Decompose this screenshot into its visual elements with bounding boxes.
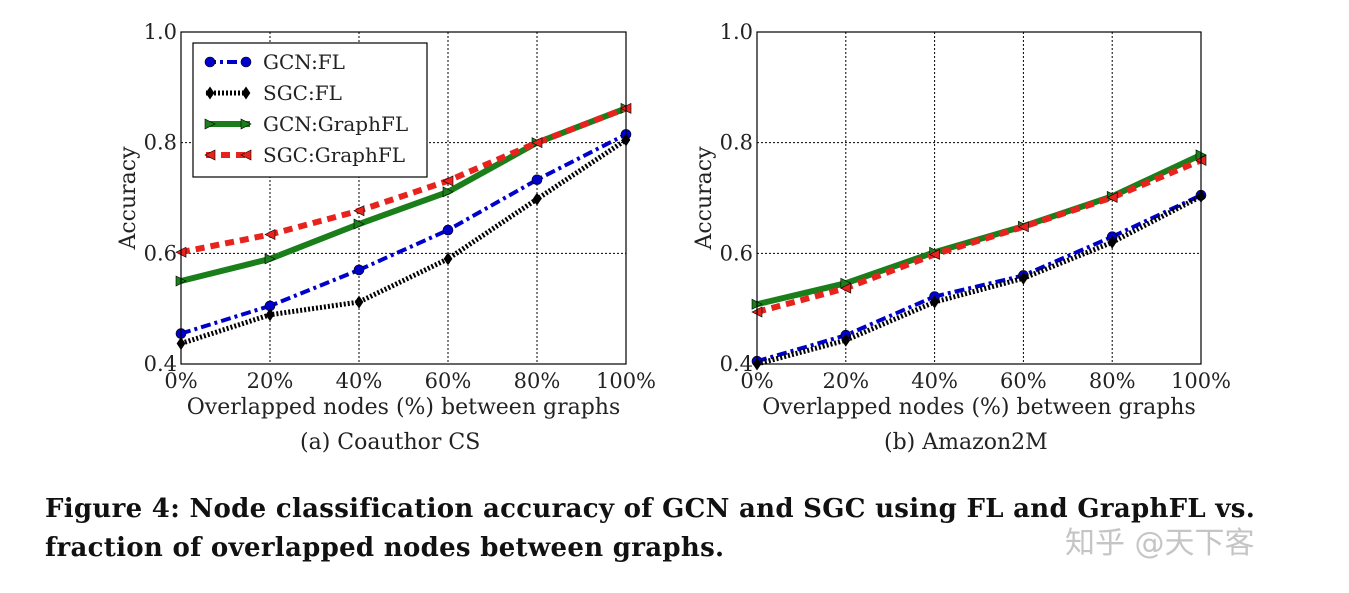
data-point (442, 186, 454, 198)
data-point (531, 174, 543, 186)
x-tick-label: 0% (740, 369, 773, 393)
series-gcn-fl (175, 129, 632, 339)
data-point (442, 175, 454, 187)
x-tick-label: 60% (425, 369, 472, 393)
y-axis-label: Accuracy (692, 146, 717, 251)
data-point (354, 295, 364, 309)
data-point (841, 333, 851, 347)
x-tick-label: 100% (1171, 369, 1231, 393)
y-axis-label: Accuracy (116, 146, 141, 251)
legend-marker (205, 86, 215, 100)
data-point (840, 282, 852, 294)
legend-marker (241, 86, 251, 100)
data-point (1019, 271, 1028, 285)
plot-frame (180, 31, 627, 365)
series-line (180, 132, 627, 336)
y-tick-label: 0.6 (144, 241, 177, 265)
legend-marker (204, 118, 216, 130)
data-point (264, 253, 276, 265)
y-tick-label: 1.0 (144, 20, 177, 44)
x-tick-label: 40% (911, 369, 958, 393)
x-tick-label: 0% (164, 369, 197, 393)
figure-caption: Figure 4: Node classification accuracy o… (45, 494, 1256, 563)
data-point (265, 308, 275, 322)
legend-marker (204, 56, 216, 68)
y-tick-label: 0.8 (720, 131, 753, 155)
data-point (264, 229, 276, 241)
series-line (180, 137, 628, 346)
y-tick-label: 1.0 (720, 20, 753, 44)
series-gcn-fl (751, 189, 1207, 367)
x-axis-label: Overlapped nodes (%) between graphs (762, 395, 1196, 420)
data-point (353, 205, 365, 217)
legend-marker (240, 56, 252, 68)
y-tick-label: 0.8 (144, 131, 177, 155)
x-tick-label: 40% (336, 369, 383, 393)
y-tick-label: 0.4 (144, 352, 177, 376)
data-point (442, 224, 454, 236)
series-line (756, 193, 1202, 364)
legend: GCN:FL SGC:FL GCN:GraphFL SGC:GraphFL (192, 42, 428, 178)
x-tick-label: 80% (1089, 369, 1136, 393)
series-sgc-fl (752, 189, 1206, 371)
legend-marker (240, 149, 252, 161)
data-point (1106, 191, 1118, 203)
series-sgc-fl (176, 133, 631, 351)
legend-label: GCN:FL (263, 50, 345, 74)
data-point (532, 192, 542, 206)
subplot-b-caption: (b) Amazon2M (884, 430, 1048, 455)
data-point (353, 264, 365, 276)
legend-marker (240, 118, 252, 130)
series-line (756, 194, 1203, 367)
legend-box (192, 42, 428, 178)
subplot-a: 0% 20% 40% 60% 80% 100% 0.4 0.6 0.8 1.0 Overlapped… (116, 20, 656, 420)
x-tick-label: 60% (1000, 369, 1047, 393)
subplot-b: 0% 20% 40% 60% 80% 100% 0.4 0.6 0.8 1.0 Overlapped… (692, 20, 1231, 420)
series-line (756, 157, 1203, 315)
series-line (180, 105, 628, 256)
x-axis-label: Overlapped nodes (%) between graphs (187, 395, 621, 420)
data-point (930, 295, 939, 309)
series-line (180, 105, 628, 284)
data-point (1017, 221, 1029, 233)
legend-label: SGC:GraphFL (263, 143, 405, 167)
legend-marker (204, 149, 216, 161)
legend-label: SGC:FL (263, 81, 342, 105)
y-tick-label: 0.4 (720, 352, 753, 376)
data-point (928, 248, 940, 260)
plot-frame (756, 31, 1202, 365)
x-tick-label: 20% (822, 369, 869, 393)
x-tick-label: 20% (247, 369, 294, 393)
data-point (1107, 235, 1117, 249)
data-point (443, 252, 453, 266)
subplot-a-caption: (a) Coauthor CS (300, 430, 481, 455)
watermark: 知乎 @天下客 (1065, 526, 1255, 561)
x-tick-label: 100% (596, 369, 656, 393)
x-tick-label: 80% (514, 369, 561, 393)
data-point (353, 218, 365, 230)
legend-label: GCN:GraphFL (263, 112, 408, 136)
y-tick-label: 0.6 (720, 241, 753, 265)
data-point (531, 137, 543, 149)
